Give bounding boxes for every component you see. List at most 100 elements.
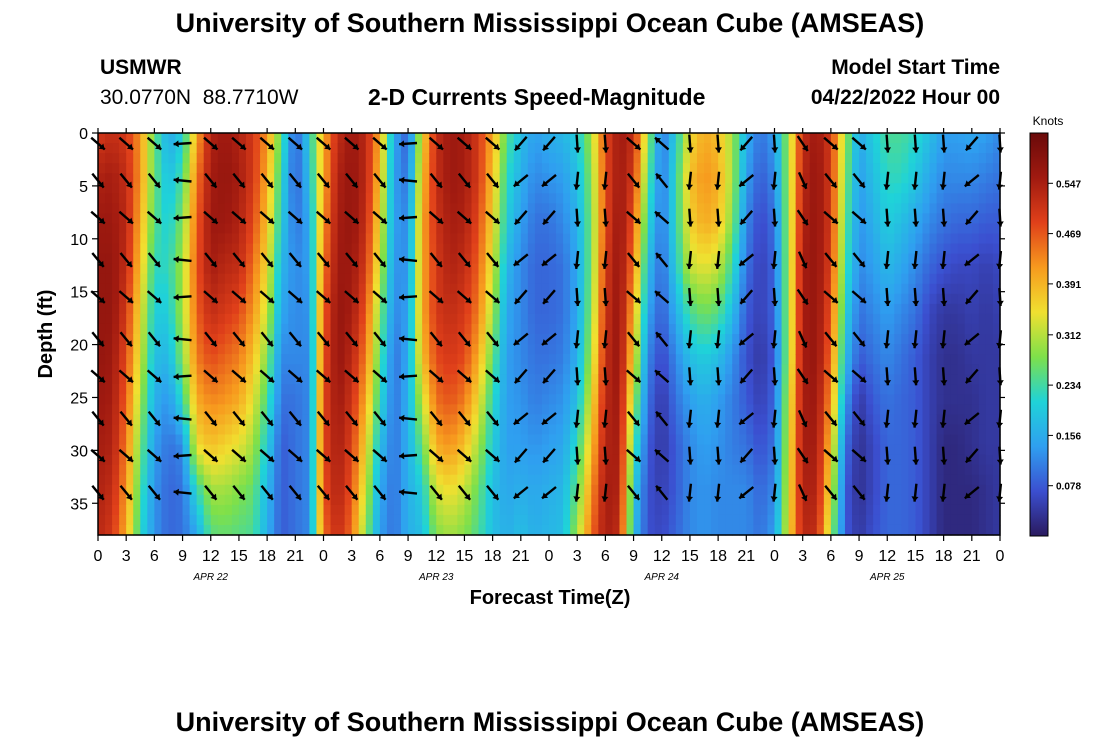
- heatmap-cell: [274, 524, 282, 536]
- heatmap-cell: [795, 283, 804, 295]
- heatmap-cell: [915, 504, 924, 516]
- heatmap-cell: [866, 283, 874, 295]
- heatmap-cell: [175, 303, 184, 315]
- heatmap-cell: [971, 213, 980, 225]
- heatmap-cell: [309, 414, 318, 426]
- heatmap-cell: [809, 504, 818, 516]
- heatmap-cell: [732, 283, 740, 295]
- heatmap-cell: [950, 464, 959, 476]
- heatmap-cell: [725, 524, 733, 536]
- heatmap-cell: [837, 484, 846, 496]
- heatmap-cell: [217, 243, 226, 255]
- heatmap-cell: [105, 504, 113, 516]
- heatmap-cell: [401, 163, 409, 174]
- heatmap-cell: [675, 293, 684, 305]
- heatmap-cell: [231, 334, 240, 345]
- heatmap-cell: [584, 494, 592, 506]
- heatmap-cell: [217, 173, 226, 184]
- heatmap-cell: [386, 344, 395, 355]
- heatmap-cell: [415, 414, 423, 426]
- heatmap-cell: [619, 384, 628, 395]
- heatmap-cell: [704, 384, 712, 395]
- heatmap-cell: [830, 173, 839, 184]
- heatmap-cell: [393, 484, 402, 496]
- heatmap-cell: [415, 283, 423, 295]
- heatmap-cell: [866, 494, 874, 506]
- heatmap-cell: [739, 133, 747, 144]
- heatmap-cell: [619, 344, 628, 355]
- heatmap-cell: [323, 163, 332, 174]
- heatmap-cell: [196, 504, 205, 516]
- heatmap-cell: [401, 243, 409, 255]
- heatmap-cell: [534, 313, 543, 325]
- heatmap-cell: [295, 263, 303, 275]
- heatmap-cell: [696, 384, 705, 395]
- heatmap-cell: [154, 223, 163, 235]
- heatmap-cell: [527, 344, 536, 355]
- heatmap-cell: [591, 434, 599, 446]
- heatmap-cell: [887, 524, 895, 536]
- heatmap-cell: [337, 414, 346, 426]
- heatmap-cell: [231, 193, 240, 204]
- heatmap-cell: [478, 313, 487, 325]
- heatmap-cell: [281, 273, 289, 285]
- heatmap-cell: [950, 364, 959, 375]
- heatmap-cell: [774, 424, 783, 436]
- heatmap-cell: [492, 364, 501, 375]
- heatmap-cell: [168, 263, 177, 275]
- heatmap-cell: [224, 374, 233, 385]
- heatmap-cell: [231, 424, 240, 436]
- heatmap-cell: [908, 243, 917, 255]
- heatmap-cell: [98, 163, 106, 174]
- heatmap-cell: [112, 444, 120, 456]
- heatmap-cell: [316, 223, 325, 235]
- heatmap-cell: [527, 303, 536, 315]
- heatmap-cell: [133, 303, 141, 315]
- heatmap-cell: [443, 364, 451, 375]
- heatmap-cell: [485, 223, 494, 235]
- heatmap-cell: [351, 303, 360, 315]
- heatmap-cell: [485, 303, 494, 315]
- heatmap-cell: [704, 334, 712, 345]
- heatmap-cell: [471, 183, 480, 194]
- heatmap-cell: [605, 334, 614, 345]
- heatmap-cell: [957, 253, 966, 265]
- heatmap-cell: [739, 474, 747, 486]
- heatmap-cell: [520, 223, 529, 235]
- heatmap-cell: [196, 223, 205, 235]
- heatmap-cell: [718, 223, 726, 235]
- heatmap-cell: [527, 243, 536, 255]
- heatmap-cell: [506, 163, 515, 174]
- heatmap-cell: [506, 153, 515, 164]
- heatmap-cell: [365, 354, 374, 365]
- heatmap-cell: [873, 514, 881, 526]
- heatmap-cell: [506, 524, 515, 536]
- heatmap-cell: [816, 163, 825, 174]
- heatmap-cell: [140, 223, 148, 235]
- heatmap-cell: [154, 434, 163, 446]
- heatmap-cell: [908, 233, 917, 245]
- heatmap-cell: [196, 183, 205, 194]
- heatmap-cell: [478, 334, 487, 345]
- heatmap-cell: [732, 464, 740, 476]
- heatmap-cell: [189, 454, 198, 466]
- heatmap-cell: [168, 344, 177, 355]
- heatmap-cell: [816, 223, 825, 235]
- heatmap-cell: [520, 504, 529, 516]
- heatmap-cell: [358, 394, 367, 405]
- heatmap-cell: [823, 524, 832, 536]
- heatmap-cell: [577, 293, 585, 305]
- heatmap-cell: [302, 474, 311, 486]
- heatmap-cell: [415, 183, 423, 194]
- heatmap-cell: [288, 464, 296, 476]
- heatmap-cell: [675, 344, 684, 355]
- heatmap-cell: [231, 454, 240, 466]
- heatmap-cell: [337, 494, 346, 506]
- heatmap-cell: [140, 263, 148, 275]
- heatmap-cell: [330, 173, 339, 184]
- heatmap-cell: [415, 203, 423, 214]
- heatmap-cell: [267, 233, 275, 245]
- heatmap-cell: [485, 213, 494, 225]
- heatmap-cell: [154, 524, 163, 536]
- heatmap-cell: [802, 504, 811, 516]
